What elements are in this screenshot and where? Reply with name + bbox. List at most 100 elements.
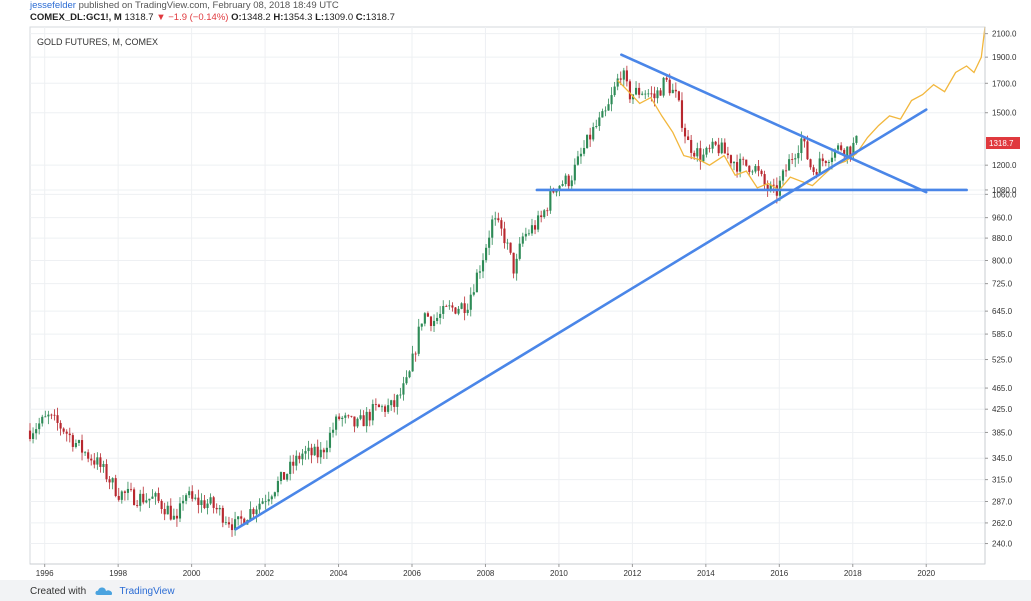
candle-body — [436, 317, 439, 321]
y-tick-label: 645.0 — [992, 307, 1013, 316]
candle-body — [224, 522, 227, 524]
created-with: Created with TradingView — [30, 586, 175, 597]
chart-title: GOLD FUTURES, M, COMEX — [37, 37, 158, 47]
open-value: 1348.2 — [241, 12, 271, 23]
candle-body — [833, 149, 837, 158]
candle-body — [273, 492, 276, 497]
candle-body — [723, 142, 726, 154]
candle-body — [739, 158, 742, 172]
candle — [108, 476, 111, 490]
candle — [555, 190, 558, 197]
candle — [157, 487, 160, 504]
candle-body — [212, 497, 215, 508]
down-arrow-icon: ▼ — [156, 12, 166, 23]
price-chart[interactable]: 240.0 262.0 287.0 315.0 345.0 385.0 425.0 465.0… — [0, 0, 1031, 580]
candle-body — [68, 433, 71, 436]
candle-body — [729, 155, 733, 164]
close-label: C: — [355, 12, 366, 23]
candle — [289, 455, 292, 481]
candle-body — [292, 461, 295, 466]
candle — [537, 210, 540, 233]
candle — [457, 306, 460, 316]
candle — [662, 76, 665, 98]
candle-body — [448, 305, 451, 307]
candle — [454, 306, 457, 315]
candle-body — [604, 110, 607, 112]
candle-body — [837, 145, 840, 150]
candle-body — [209, 497, 212, 504]
candle-body — [252, 509, 255, 515]
candle — [494, 211, 497, 226]
candle — [68, 427, 71, 443]
candle-body — [157, 493, 160, 501]
published-text: published on TradingView.com, February 0… — [75, 0, 339, 11]
x-axis[interactable]: 1996 1998 2000 2002 2004 2006 2008 2010 2012 2014… — [36, 564, 936, 578]
candle — [809, 158, 812, 170]
candle-body — [301, 453, 304, 460]
candle-body — [270, 496, 273, 500]
candle-body — [552, 191, 555, 193]
candle-body — [90, 458, 93, 461]
candle-body — [264, 501, 267, 503]
candle — [607, 98, 610, 111]
candle-body — [442, 305, 445, 314]
candle — [460, 302, 463, 310]
candle-body — [494, 218, 497, 220]
candle — [751, 169, 754, 176]
candle — [827, 159, 830, 169]
candle — [62, 427, 65, 435]
candle-body — [371, 404, 374, 421]
candle-body — [671, 89, 674, 94]
candle — [261, 497, 264, 505]
symbol-label[interactable]: COMEX_DL:GC1!, M — [30, 12, 122, 23]
candle — [625, 65, 628, 87]
candle — [234, 511, 237, 536]
candle — [818, 151, 821, 176]
candle-body — [794, 158, 797, 160]
candle-body — [665, 77, 668, 80]
candle — [708, 144, 711, 153]
candle — [145, 493, 148, 504]
candle — [380, 404, 384, 412]
candle — [344, 412, 347, 424]
x-tick-label: 1996 — [36, 569, 54, 578]
y-axis[interactable]: 240.0 262.0 287.0 315.0 345.0 385.0 425.0 465.0… — [985, 30, 1017, 549]
candle — [500, 217, 503, 236]
candle-body — [784, 170, 788, 172]
y-tick-label: 1200.0 — [992, 161, 1017, 170]
candle-body — [497, 218, 500, 221]
candle-body — [659, 90, 662, 96]
candle — [729, 154, 733, 169]
candle-body — [503, 228, 506, 244]
candle-body — [65, 431, 68, 434]
candle — [604, 106, 607, 117]
candle — [680, 92, 684, 132]
tradingview-link[interactable]: TradingView — [119, 586, 175, 597]
candle-body — [705, 147, 708, 155]
candle-body — [586, 134, 589, 148]
candle — [445, 304, 448, 307]
candle — [797, 145, 800, 164]
candle — [546, 207, 549, 216]
plot-area[interactable] — [29, 26, 986, 565]
y-tick-label: 725.0 — [992, 280, 1013, 289]
candle — [466, 303, 469, 316]
candle-body — [218, 507, 221, 510]
candle-body — [59, 422, 62, 429]
candle — [87, 449, 90, 463]
y-tick-label: 465.0 — [992, 384, 1013, 393]
candle-body — [142, 493, 145, 503]
candle — [163, 502, 166, 521]
candle-body — [286, 474, 289, 480]
candle-body — [96, 457, 99, 465]
candle — [472, 284, 475, 297]
candle — [442, 300, 445, 319]
candle — [77, 439, 81, 447]
candle — [84, 450, 87, 456]
candle-body — [512, 252, 515, 274]
candle — [154, 491, 157, 505]
author-link[interactable]: jessefelder — [30, 0, 76, 11]
candle — [377, 403, 381, 408]
candle — [218, 505, 221, 516]
candle-body — [359, 415, 362, 419]
